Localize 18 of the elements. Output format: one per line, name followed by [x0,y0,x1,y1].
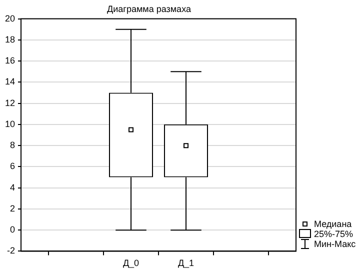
y-tick-label: 16 [4,56,16,66]
y-tick-label: 6 [10,161,16,172]
y-tick-label: -2 [6,246,16,256]
y-tick-label: 20 [4,13,16,24]
y-tick-label: 8 [10,140,16,150]
text: Медиана [314,219,352,230]
y-tick-label: 12 [4,98,16,108]
y-tick-label: 10 [4,118,16,129]
y-tick-label: 18 [4,34,16,44]
y-tick-label: 4 [10,182,16,192]
x-tick-label: Д_1 [178,258,194,268]
text: Мин-Макс [314,239,356,250]
chart-title: Диаграмма размаха [107,4,191,14]
x-tick-label: Д_0 [122,258,140,268]
y-tick-label: 2 [10,203,16,214]
text: 25%-75% [314,229,354,240]
y-tick-label: 14 [4,76,16,87]
y-tick-label: 0 [10,224,16,235]
